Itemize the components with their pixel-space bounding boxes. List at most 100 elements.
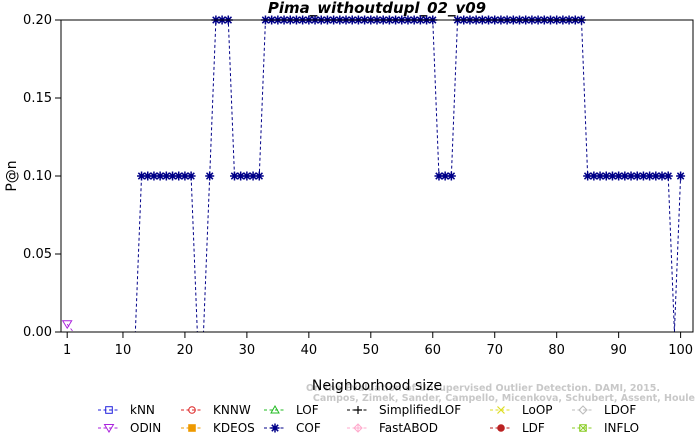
series-cof-point (440, 171, 450, 181)
legend-item-knn: kNN (98, 403, 155, 417)
series-cof-point (248, 171, 258, 181)
x-tick-label: 1 (63, 343, 71, 358)
legend-marker (105, 406, 113, 414)
series-cof-point (626, 171, 636, 181)
y-axis-label: P@n (4, 160, 20, 191)
series-cof-point (638, 171, 648, 181)
legend-marker (188, 406, 196, 414)
chart-title: Pima_withoutdupl_02_v09 (268, 0, 486, 17)
series-cof-point (583, 171, 593, 181)
series-cof-point (143, 171, 153, 181)
legend-item-inflo: INFLO (572, 421, 639, 434)
legend-label: LOF (296, 403, 319, 417)
series-cof-point (180, 171, 190, 181)
series-cof-point (434, 171, 444, 181)
series-cof (67, 15, 686, 333)
series-cof-point (236, 171, 246, 181)
series-cof-point (168, 171, 178, 181)
series-cof-point (601, 171, 611, 181)
legend-item-loop: LoOP (490, 403, 553, 417)
watermark-line-1: Campos, Zimek, Sander, Campello, Micenko… (313, 393, 695, 404)
series-cof-point (254, 171, 264, 181)
series-cof-point (651, 171, 661, 181)
x-tick-label: 90 (610, 343, 627, 358)
legend-item-cof: COF (264, 421, 321, 434)
y-tick-label: 0.05 (23, 247, 52, 262)
series-cof-point (137, 171, 147, 181)
legend-label: FastABOD (379, 421, 438, 434)
legend-marker (270, 423, 280, 433)
legend-item-ldf: LDF (490, 421, 545, 434)
legend-label: kNN (130, 403, 155, 417)
x-axis-ticks: 1 10 20 30 40 50 60 70 80 90 100 (63, 332, 693, 358)
legend-marker (497, 424, 505, 432)
series-cof-point (161, 171, 171, 181)
legend-label: LDOF (604, 403, 636, 417)
legend-label: LDF (522, 421, 545, 434)
y-tick-label: 0.10 (23, 169, 52, 184)
legend-marker (353, 423, 363, 433)
series-cof-point (205, 171, 215, 181)
x-axis-label: Neighborhood size (312, 378, 442, 394)
series-odin-point (61, 320, 73, 330)
series-cof-point (589, 171, 599, 181)
series-cof-point (614, 171, 624, 181)
legend-item-ldof: LDOF (572, 403, 636, 417)
y-tick-label: 0.15 (23, 91, 52, 106)
series-cof-point (595, 171, 605, 181)
series-cof-point (663, 171, 673, 181)
x-tick-label: 10 (115, 343, 132, 358)
x-tick-label: 70 (486, 343, 503, 358)
watermark: Campos, Zimek, Sander, Campello, Micenko… (306, 383, 695, 404)
legend-label: LoOP (522, 403, 553, 417)
legend-label: COF (296, 421, 321, 434)
legend-marker (103, 424, 115, 433)
series-cof-point (645, 171, 655, 181)
watermark-line-2: On the Evaluation of Unsupervised Outlie… (306, 383, 660, 394)
y-tick-label: 0.00 (23, 325, 52, 340)
legend-item-knnw: KNNW (181, 403, 251, 417)
x-tick-label: 40 (301, 343, 318, 358)
legend-marker (188, 424, 196, 432)
series-cof-point (657, 171, 667, 181)
legend-label: ODIN (130, 421, 161, 434)
x-tick-label: 60 (424, 343, 441, 358)
legend-item-fastabod: FastABOD (347, 421, 438, 434)
x-tick-label: 50 (363, 343, 380, 358)
series-odin-line (66, 323, 681, 333)
legend-item-kdeos: KDEOS (181, 421, 255, 434)
legend-item-lof: LOF (264, 403, 319, 417)
series-odin (61, 320, 681, 333)
legend-label: KNNW (213, 403, 251, 417)
legend-label: KDEOS (213, 421, 255, 434)
legend-label: SimplifiedLOF (379, 403, 461, 417)
series-cof-point (607, 171, 617, 181)
series-cof-point (242, 171, 252, 181)
y-axis-ticks: 0.00 0.05 0.10 0.15 0.20 (23, 13, 61, 340)
x-tick-label: 80 (548, 343, 565, 358)
x-tick-label: 100 (668, 343, 693, 358)
series-cof-point (155, 171, 165, 181)
series-cof-point (620, 171, 630, 181)
series-cof-point (186, 171, 196, 181)
series-cof-point (149, 171, 159, 181)
legend-marker (354, 406, 362, 414)
legend-marker (578, 405, 588, 415)
plot-series (61, 15, 686, 333)
x-tick-label: 20 (177, 343, 194, 358)
series-cof-point (632, 171, 642, 181)
series-cof-point (446, 171, 456, 181)
legend-label: INFLO (604, 421, 639, 434)
plot-frame (60, 19, 694, 333)
y-tick-label: 0.20 (23, 13, 52, 28)
series-cof-point (174, 171, 184, 181)
legend-item-simplifiedlof: SimplifiedLOF (347, 403, 461, 417)
legend-marker (270, 404, 280, 414)
legend-marker (579, 424, 587, 432)
series-cof-point (229, 171, 239, 181)
legend-marker (497, 406, 505, 414)
legend-item-odin: ODIN (98, 421, 161, 434)
series-cof-point (676, 171, 686, 181)
x-tick-label: 30 (239, 343, 256, 358)
